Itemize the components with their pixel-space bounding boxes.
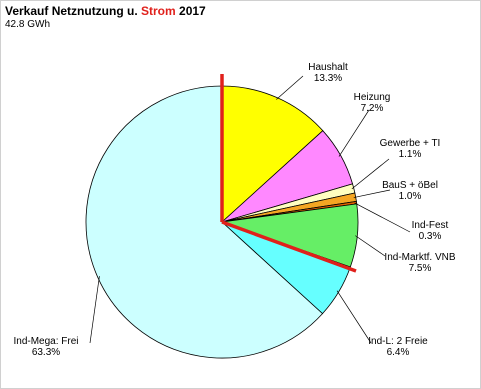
- slice-value-2: 7.2%: [361, 103, 384, 114]
- slice-label-5: Ind-Fest: [412, 220, 449, 231]
- accent-lines: [220, 74, 357, 273]
- slice-value-7: 6.4%: [387, 347, 410, 358]
- leader-line-8: [89, 276, 100, 344]
- slice-label-1: Haushalt: [308, 62, 348, 73]
- slice-1: [221, 85, 324, 223]
- leader-line-2: [338, 109, 370, 157]
- slice-label-2: Heizung: [354, 92, 391, 103]
- leader-lines: [89, 75, 411, 344]
- slice-value-5: 0.3%: [419, 231, 442, 242]
- accent-line-diagonal: [221, 220, 357, 273]
- chart-title: Verkauf Netznutzung u. Strom 2017: [5, 4, 206, 18]
- chart-subtitle: 42.8 GWh: [5, 19, 51, 30]
- title-highlight: Strom: [141, 4, 176, 18]
- leader-line-1: [276, 75, 304, 100]
- leader-line-7: [336, 290, 372, 344]
- slice-value-3: 1.1%: [399, 149, 422, 160]
- slice-value-8: 63.3%: [32, 347, 60, 358]
- slice-label-3: Gewerbe + TI: [380, 138, 441, 149]
- slice-value-1: 13.3%: [314, 73, 342, 84]
- leader-line-6: [355, 235, 386, 257]
- title-text-post: 2017: [175, 4, 206, 18]
- leader-line-3: [351, 158, 390, 190]
- slice-value-6: 7.5%: [409, 263, 432, 274]
- title-text-pre: Verkauf Netznutzung u.: [5, 4, 142, 18]
- slice-value-4: 1.0%: [399, 191, 422, 202]
- slice-label-4: BauS + öBel: [382, 180, 438, 191]
- leader-line-4: [353, 189, 391, 198]
- slice-label-7: Ind-L: 2 Freie: [368, 336, 428, 347]
- slice-label-8: Ind-Mega: Frei: [13, 336, 78, 347]
- slice-label-6: Ind-Marktf. VNB: [384, 252, 455, 263]
- slice-8: [85, 85, 324, 359]
- pie-slices: [85, 85, 359, 359]
- leader-line-5: [354, 202, 411, 233]
